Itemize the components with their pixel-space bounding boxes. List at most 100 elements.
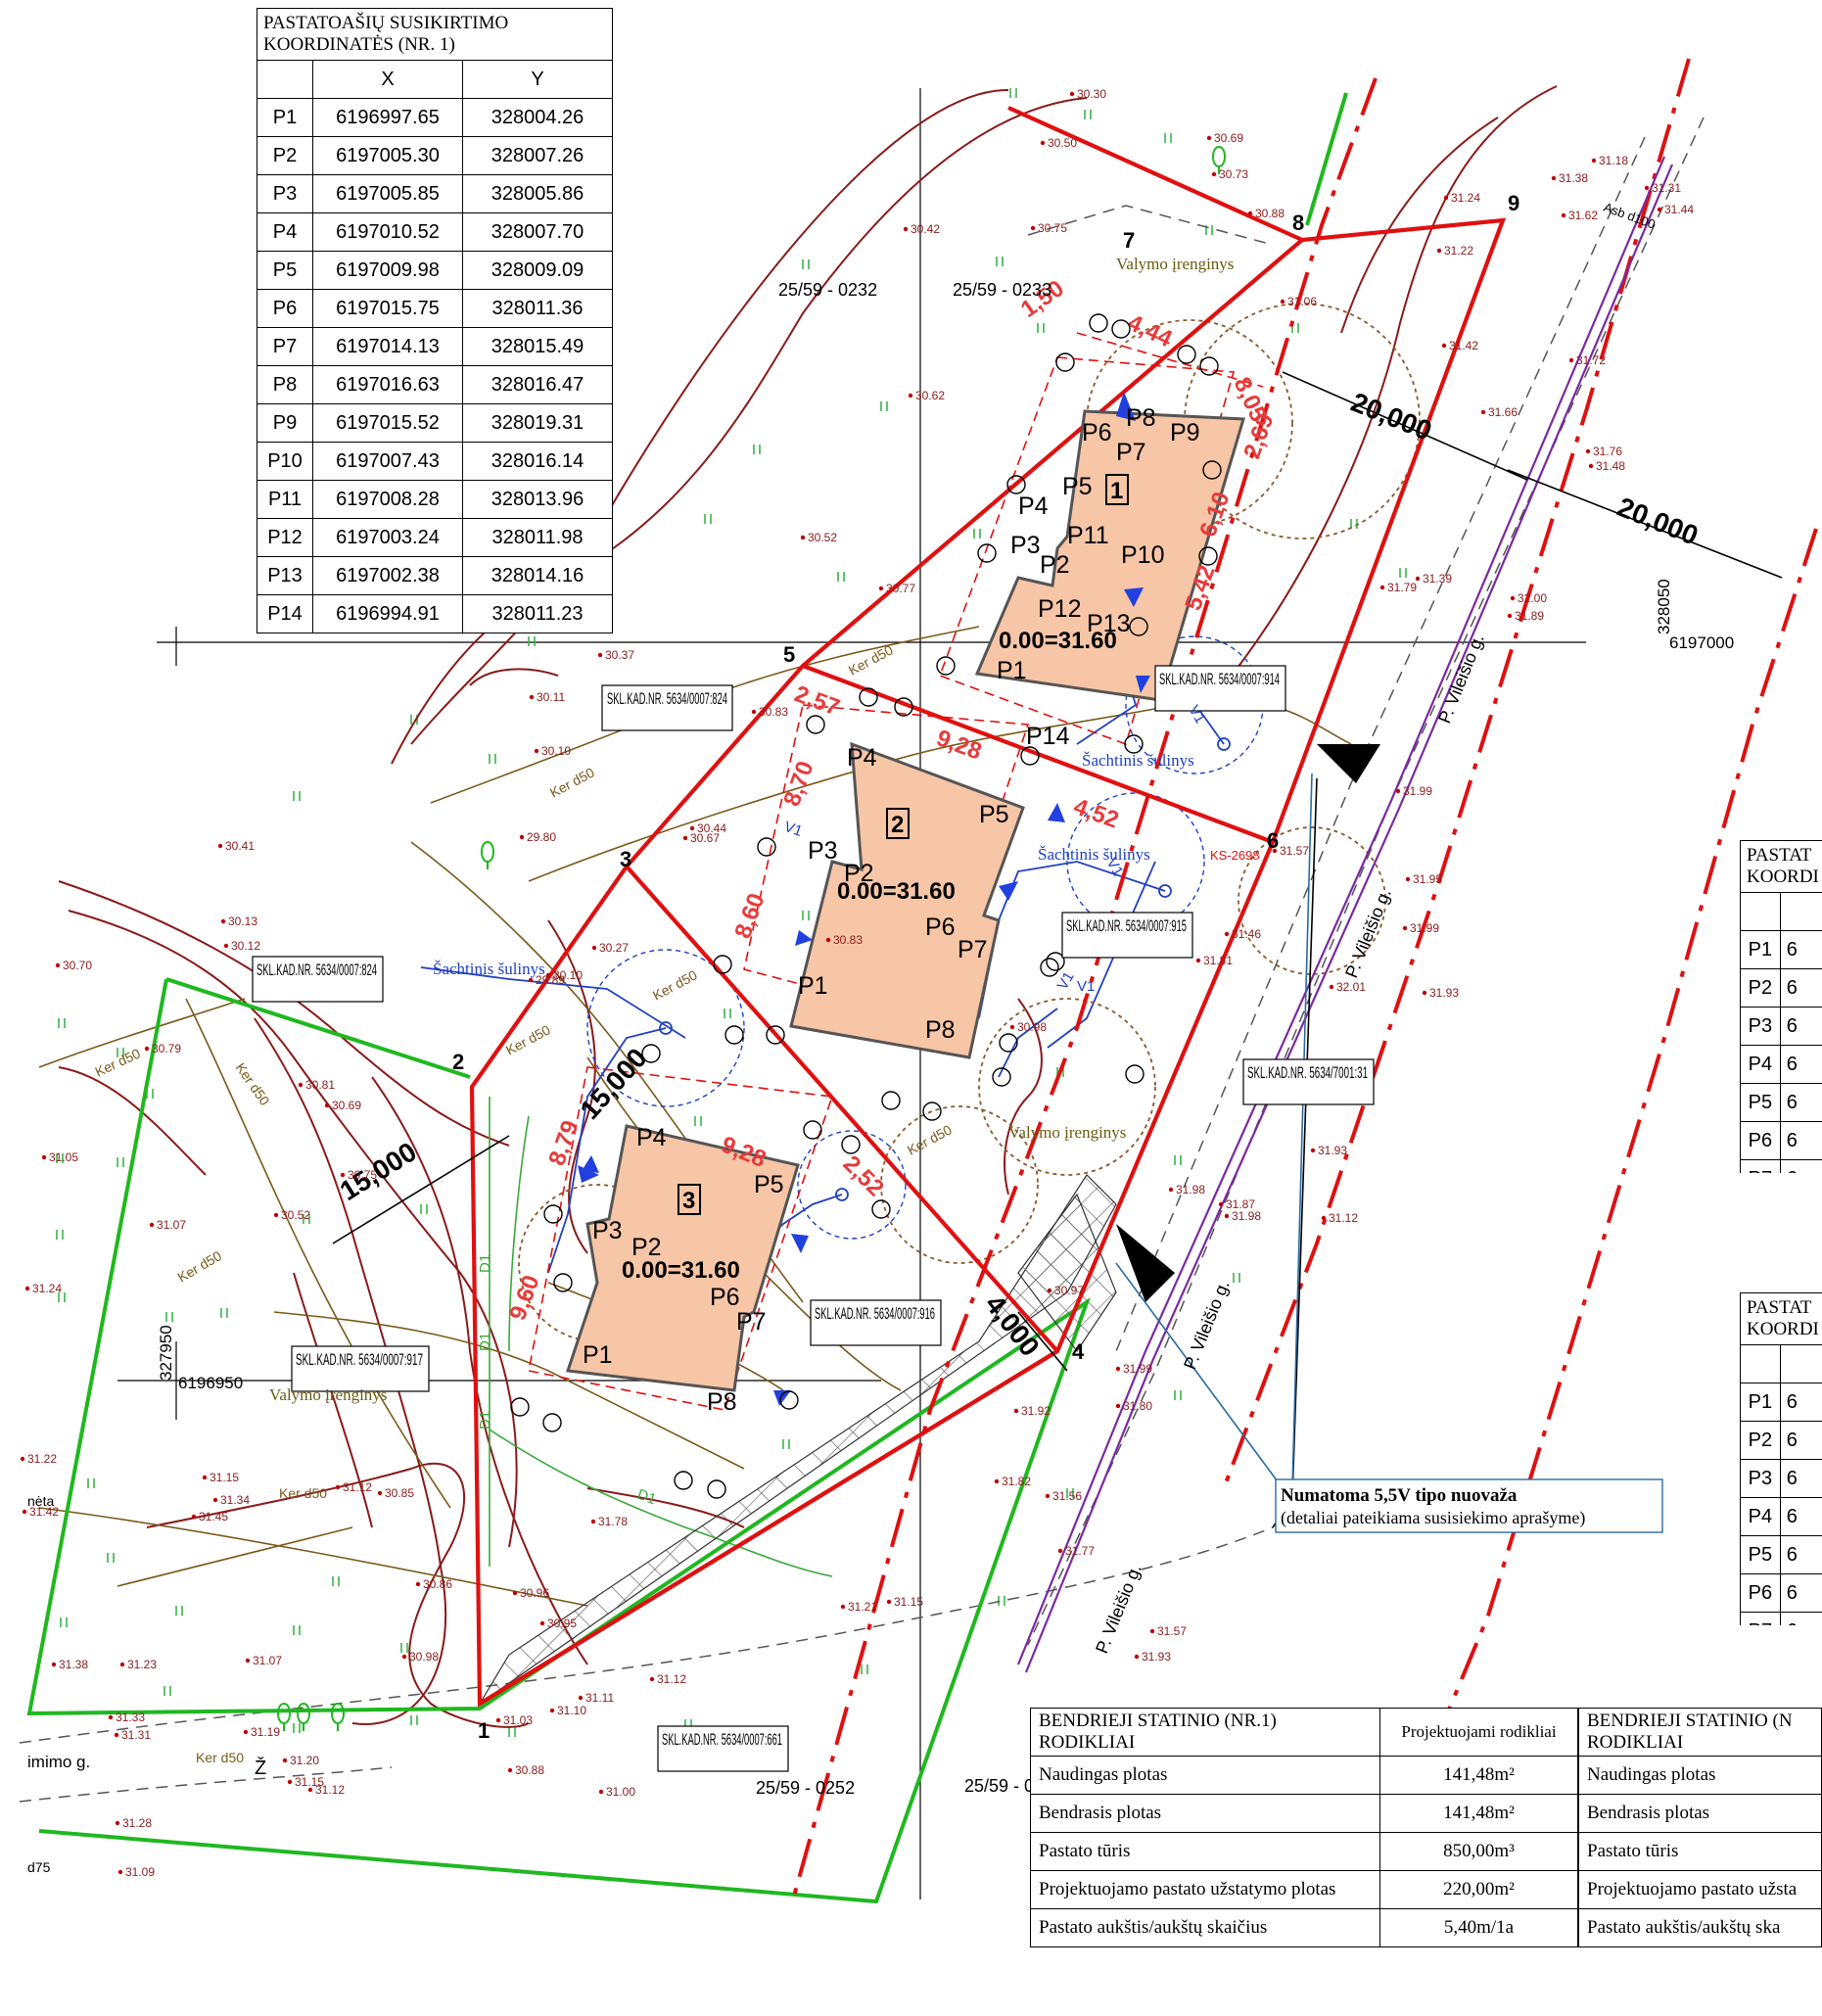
spot-height-dot: [1069, 91, 1075, 97]
spot-height-label: 30.52: [808, 531, 837, 544]
spot-height-label: 31.72: [1576, 353, 1606, 367]
spot-height-label: 31.06: [1287, 295, 1317, 308]
spot-height-dot: [549, 1708, 555, 1713]
spot-height-label: 31.28: [122, 1816, 152, 1830]
building-3: [565, 1124, 800, 1392]
point-label: 9: [1508, 191, 1519, 215]
spot-height-label: 31.98: [1232, 1209, 1261, 1223]
x-coordinate-cell: 6: [1779, 930, 1822, 969]
point-id-cell: P1: [1740, 1383, 1781, 1422]
table-row: P76: [1740, 1612, 1822, 1625]
spot-height-dot: [41, 1154, 47, 1160]
y-coordinate-cell: 328016.14: [462, 442, 613, 481]
spot-height-label: 31.24: [32, 1282, 62, 1295]
annotation-title: Numatoma 5,5V tipo nuovaža: [1281, 1485, 1518, 1506]
spot-height-label: 31.57: [1280, 844, 1309, 858]
spot-height-label: 30.83: [759, 705, 788, 719]
spot-height-label: 31.00: [606, 1785, 635, 1799]
point-id-cell: P7: [1740, 1612, 1781, 1625]
spot-height-label: 30.81: [305, 1078, 335, 1092]
building-elevation: 0.00=31.60: [999, 628, 1117, 654]
table-row: Bendrasis plotas: [1578, 1794, 1822, 1833]
spot-height-dot: [751, 709, 757, 715]
spot-height-label: 30.13: [228, 914, 257, 928]
table-row: P3 6197005.85 328005.86: [257, 174, 613, 213]
spot-height-label: 31.12: [657, 1672, 686, 1686]
spot-height-label: 30.79: [152, 1042, 181, 1055]
spot-height-dot: [1588, 463, 1594, 469]
svg-text:D1: D1: [477, 1411, 493, 1430]
spot-height-label: 30.97: [1054, 1284, 1084, 1297]
point-id-cell: P10: [257, 442, 313, 481]
spot-height-dot: [117, 1869, 123, 1875]
spot-height-dot: [217, 843, 223, 849]
table-row: Pastato tūris 850,00m³: [1030, 1832, 1578, 1871]
svg-text:Ž: Ž: [255, 1757, 266, 1779]
building-elevation: 0.00=31.60: [837, 878, 956, 905]
spot-height-label: 31.66: [1488, 405, 1518, 419]
table-row: P1 6196997.65 328004.26: [257, 98, 613, 137]
spot-height-label: 31.78: [598, 1515, 628, 1528]
point-id-cell: P7: [1740, 1159, 1781, 1173]
parcel-7001: SKL.KAD.NR. 5634/7001:31: [1247, 1063, 1368, 1082]
spot-height-dot: [1168, 1187, 1174, 1193]
spot-height-label: 31.12: [315, 1783, 345, 1797]
point-id-cell: P13: [257, 556, 313, 595]
svg-text:P1: P1: [583, 1341, 613, 1369]
spot-height-label: 32.00: [1518, 591, 1547, 605]
spot-height-dot: [1115, 1403, 1121, 1409]
spot-height-dot: [245, 1658, 251, 1664]
spot-height-label: 31.44: [1664, 203, 1694, 216]
spot-height-label: 30.42: [911, 222, 940, 236]
indicator-label: Pastato tūris: [1030, 1832, 1380, 1871]
spot-height-label: 31.07: [157, 1218, 186, 1232]
spot-height-label: 30.62: [915, 389, 945, 402]
indicator-label: Pastato aukštis/aukštų ska: [1578, 1908, 1822, 1947]
indicator-label: Bendrasis plotas: [1578, 1794, 1822, 1833]
svg-text:d75: d75: [27, 1859, 51, 1875]
spot-height-label: 31.42: [29, 1505, 59, 1519]
spot-height-dot: [1224, 1213, 1230, 1219]
map-sheet-labels: 25/59 - 0232 25/59 - 0233 25/59 - 0252 2…: [756, 280, 1063, 1798]
column-header-x: X: [312, 60, 463, 99]
indicator-label: Projektuojamo pastato užstatymo plotas: [1030, 1870, 1380, 1909]
table-row: P5 6: [1740, 1083, 1822, 1122]
svg-text:P10: P10: [1121, 541, 1164, 569]
spot-height-dot: [800, 535, 806, 540]
spot-height-label: 30.44: [697, 821, 726, 835]
spot-height-label: 30.30: [1077, 87, 1106, 101]
table-row: P9 6197015.52 328019.31: [257, 403, 613, 443]
spot-height-dot: [994, 1478, 1000, 1484]
spot-height-dot: [598, 1789, 604, 1795]
x-coordinate-cell: 6: [1779, 1045, 1822, 1084]
spot-height-dot: [495, 1717, 501, 1723]
spot-height-dot: [1395, 788, 1401, 794]
table-row: Projektuojamo pastato užstatymo plotas 22…: [1030, 1870, 1578, 1909]
spot-height-dot: [1657, 207, 1662, 212]
point-id-cell: P9: [257, 403, 313, 443]
point-label: 2: [452, 1050, 464, 1074]
spot-height-label: 31.99: [1123, 1362, 1152, 1376]
x-coordinate-cell: 6: [1779, 968, 1822, 1008]
indicator-label: Pastato tūris: [1578, 1832, 1822, 1871]
svg-text:V1: V1: [1103, 856, 1127, 879]
spot-height-label: 30.41: [225, 839, 255, 853]
spot-height-label: 31.92: [1021, 1404, 1051, 1418]
indicator-value: 220,00m²: [1379, 1870, 1578, 1909]
svg-text:Ker d50: Ker d50: [279, 1485, 327, 1501]
svg-text:P5: P5: [754, 1171, 784, 1198]
building-numbers: 1 2 3 0.00=31.60 0.00=31.60 0.00=31.60: [622, 474, 1129, 1284]
spot-height-label: 31.22: [27, 1452, 57, 1466]
spot-height-dot: [825, 937, 831, 943]
svg-text:V1: V1: [1054, 969, 1078, 993]
spot-height-label: 31.93: [1429, 986, 1459, 1000]
spot-heights: 30.30 30.50 30.69 30.73 30.75 30.88 31.24 31.18…: [20, 87, 1694, 1879]
spot-height-dot: [1211, 171, 1217, 177]
spot-height-dot: [108, 1714, 114, 1720]
table-row: P7 6197014.13 328015.49: [257, 327, 613, 366]
table-row: Projektuojamo pastato užsta: [1578, 1870, 1822, 1909]
spot-height-label: 31.39: [1423, 572, 1452, 586]
x-coordinate-cell: 6: [1779, 1535, 1822, 1574]
